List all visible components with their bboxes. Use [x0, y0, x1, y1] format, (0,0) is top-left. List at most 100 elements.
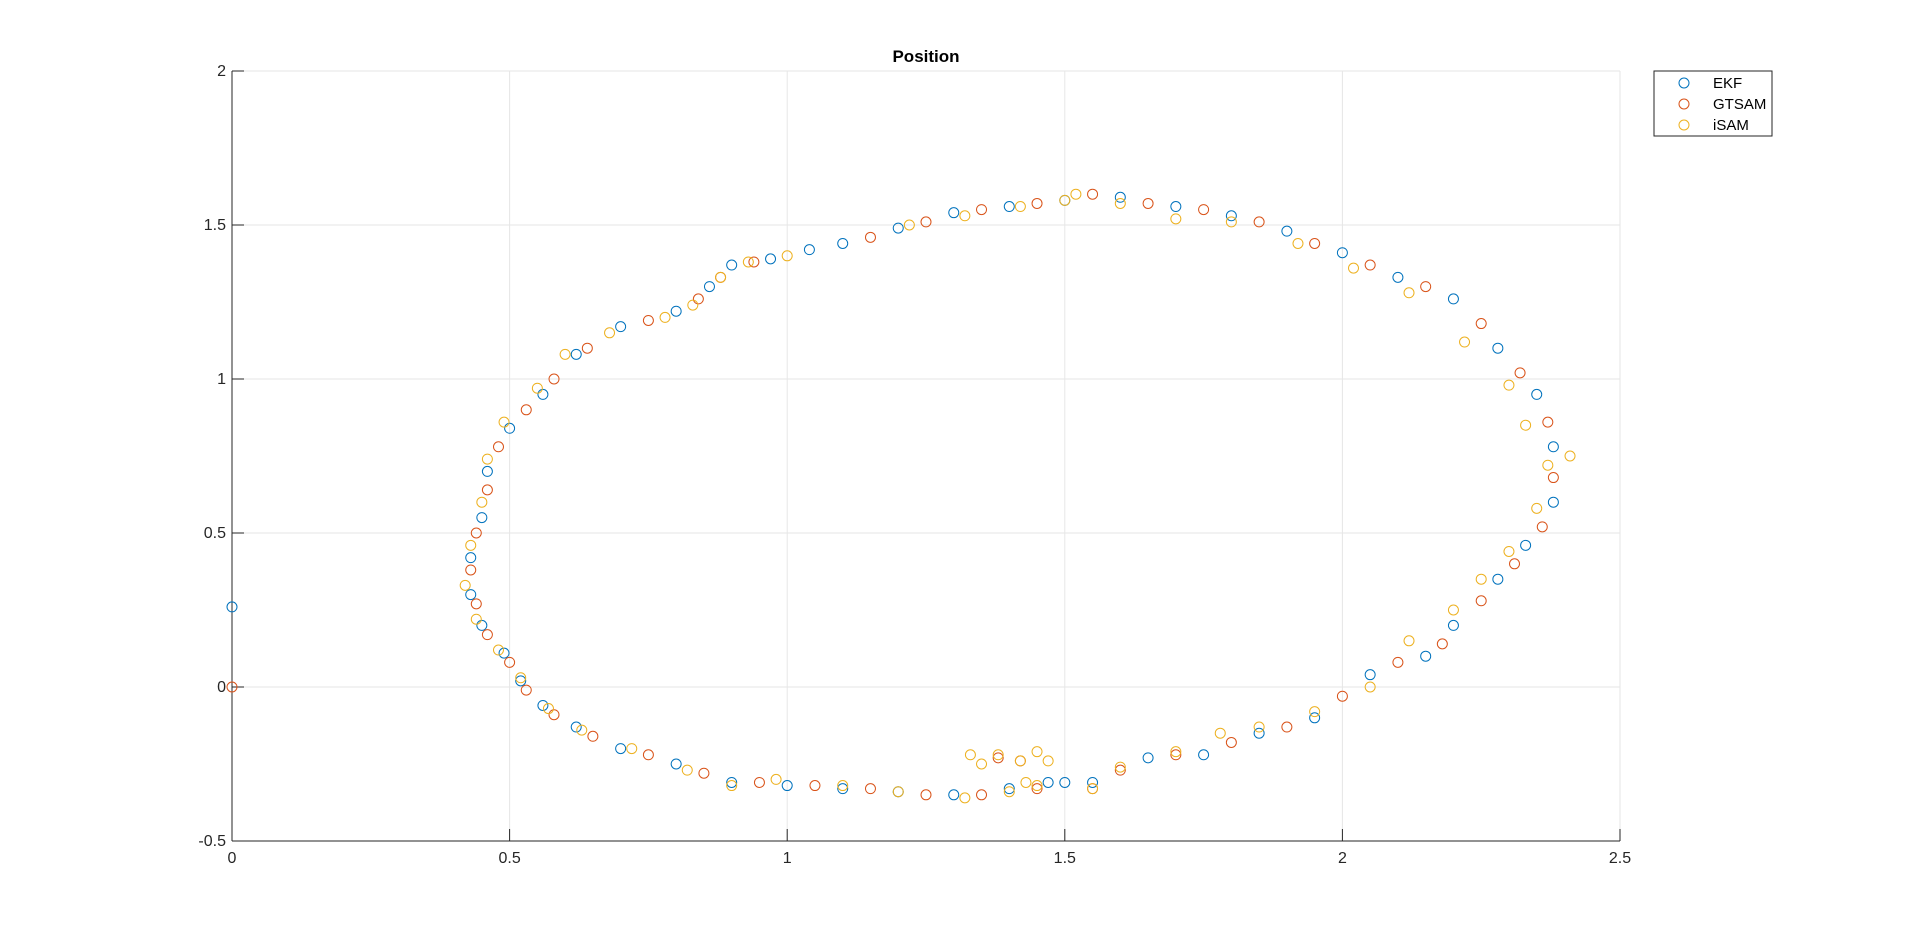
- data-point-gtsam: [1336, 690, 1348, 702]
- data-point-isam: [681, 764, 693, 776]
- data-point-ekf: [781, 780, 793, 792]
- x-axis-ticks: 0 0.5 1 1.5 2 2.5: [228, 829, 1631, 867]
- data-point-isam: [1503, 545, 1515, 557]
- data-point-gtsam: [753, 776, 765, 788]
- data-point-gtsam: [1087, 188, 1099, 200]
- data-point-gtsam: [1475, 595, 1487, 607]
- data-point-isam: [1031, 780, 1043, 792]
- data-point-gtsam: [748, 256, 760, 268]
- data-point-ekf: [504, 422, 516, 434]
- x-tick-label: 1.5: [1054, 850, 1076, 867]
- data-point-gtsam: [1536, 521, 1548, 533]
- data-point-isam: [1447, 604, 1459, 616]
- data-point-gtsam: [864, 783, 876, 795]
- data-point-isam: [481, 453, 493, 465]
- data-point-isam: [1214, 727, 1226, 739]
- chart-title: Position: [892, 47, 959, 66]
- data-point-isam: [1520, 419, 1532, 431]
- data-point-ekf: [481, 465, 493, 477]
- legend-entry-ekf[interactable]: EKF: [1678, 75, 1742, 92]
- data-point-isam: [959, 210, 971, 222]
- legend[interactable]: EKF GTSAM iSAM: [1653, 70, 1773, 137]
- data-point-gtsam: [642, 314, 654, 326]
- data-point-ekf: [465, 589, 477, 601]
- data-point-ekf: [1059, 776, 1071, 788]
- data-point-isam: [1364, 681, 1376, 693]
- data-point-ekf: [1492, 342, 1504, 354]
- data-point-ekf: [1042, 776, 1054, 788]
- data-point-isam: [1564, 450, 1576, 462]
- series-layer: [226, 188, 1576, 804]
- data-point-gtsam: [481, 629, 493, 641]
- data-point-gtsam: [548, 709, 560, 721]
- data-point-ekf: [537, 699, 549, 711]
- data-point-isam: [515, 672, 527, 684]
- data-point-gtsam: [692, 293, 704, 305]
- data-point-ekf: [1447, 293, 1459, 305]
- data-point-isam: [903, 219, 915, 231]
- data-point-isam: [1014, 201, 1026, 213]
- data-point-isam: [1042, 755, 1054, 767]
- data-point-ekf: [837, 783, 849, 795]
- data-point-isam: [459, 579, 471, 591]
- data-point-isam: [742, 256, 754, 268]
- data-point-gtsam: [809, 780, 821, 792]
- data-point-ekf: [892, 222, 904, 234]
- data-point-isam: [470, 613, 482, 625]
- data-point-ekf: [570, 348, 582, 360]
- data-point-ekf: [1447, 619, 1459, 631]
- data-point-gtsam: [864, 231, 876, 243]
- data-point-gtsam: [1309, 237, 1321, 249]
- data-point-gtsam: [920, 789, 932, 801]
- data-point-gtsam: [1547, 472, 1559, 484]
- legend-entry-isam[interactable]: iSAM: [1678, 117, 1749, 134]
- series-isam: [459, 188, 1576, 804]
- data-point-isam: [1348, 262, 1360, 274]
- data-point-isam: [1114, 197, 1126, 209]
- data-point-gtsam: [1364, 259, 1376, 271]
- data-point-ekf: [515, 675, 527, 687]
- legend-entry-gtsam[interactable]: GTSAM: [1678, 96, 1766, 113]
- data-point-isam: [726, 780, 738, 792]
- x-tick-label: 0.5: [498, 850, 520, 867]
- data-point-isam: [1014, 755, 1026, 767]
- data-point-ekf: [1420, 650, 1432, 662]
- data-point-gtsam: [992, 752, 1004, 764]
- data-point-isam: [1170, 213, 1182, 225]
- data-point-isam: [1475, 573, 1487, 585]
- legend-marker-ekf: [1678, 77, 1690, 89]
- data-point-isam: [976, 758, 988, 770]
- data-point-ekf: [1547, 496, 1559, 508]
- data-point-ekf: [615, 743, 627, 755]
- data-point-isam: [1403, 287, 1415, 299]
- data-point-ekf: [1003, 783, 1015, 795]
- data-point-isam: [576, 724, 588, 736]
- data-point-isam: [1459, 336, 1471, 348]
- x-tick-label: 0: [228, 850, 237, 867]
- data-point-isam: [498, 416, 510, 428]
- data-point-ekf: [1547, 441, 1559, 453]
- data-point-isam: [1003, 786, 1015, 798]
- data-point-isam: [1031, 746, 1043, 758]
- data-point-gtsam: [976, 789, 988, 801]
- data-point-isam: [964, 749, 976, 761]
- data-point-gtsam: [1198, 204, 1210, 216]
- legend-label-isam: iSAM: [1713, 117, 1749, 134]
- data-point-isam: [781, 250, 793, 262]
- data-point-isam: [542, 703, 554, 715]
- data-point-ekf: [1225, 210, 1237, 222]
- y-tick-label: 1.5: [204, 217, 226, 234]
- data-point-ekf: [948, 789, 960, 801]
- data-point-ekf: [1142, 752, 1154, 764]
- data-point-ekf: [537, 388, 549, 400]
- data-point-ekf: [670, 758, 682, 770]
- data-point-isam: [531, 382, 543, 394]
- data-point-ekf: [1531, 388, 1543, 400]
- data-point-ekf: [1520, 539, 1532, 551]
- data-point-ekf: [498, 647, 510, 659]
- data-point-ekf: [615, 321, 627, 333]
- data-point-ekf: [1003, 201, 1015, 213]
- data-point-isam: [659, 311, 671, 323]
- data-point-isam: [1292, 237, 1304, 249]
- data-point-gtsam: [1170, 749, 1182, 761]
